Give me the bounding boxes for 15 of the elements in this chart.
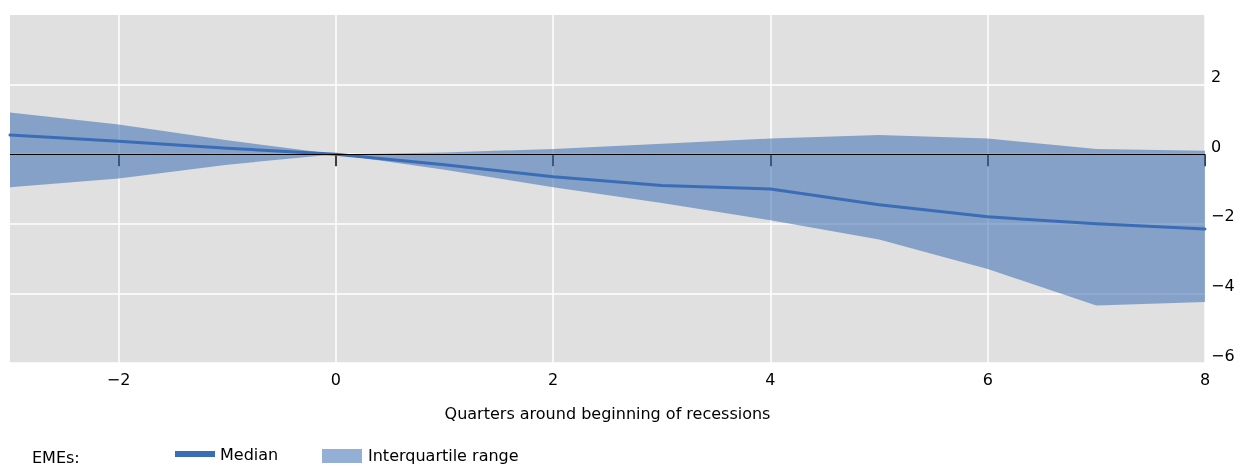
y-tick-label: −2 <box>1211 206 1235 226</box>
x-tick-label: 4 <box>765 369 776 389</box>
text: Interquartile range <box>368 446 519 465</box>
x-tick-label: 6 <box>982 369 993 389</box>
legend-label: Median <box>220 444 279 464</box>
x-tick-label: −2 <box>106 369 131 389</box>
y-tick-label: 0 <box>1211 136 1222 156</box>
y-tick-label: 2 <box>1211 67 1222 87</box>
x-axis-title: Quarters around beginning of recessions <box>444 403 771 423</box>
x-tick-label: 8 <box>1199 369 1211 389</box>
x-tick-label: 0 <box>330 369 341 389</box>
y-tick-label: −6 <box>1211 345 1235 365</box>
y-tick-label: −4 <box>1211 275 1235 295</box>
x-tick-label: 2 <box>548 369 559 389</box>
legend-title: EMEs: <box>32 447 80 467</box>
